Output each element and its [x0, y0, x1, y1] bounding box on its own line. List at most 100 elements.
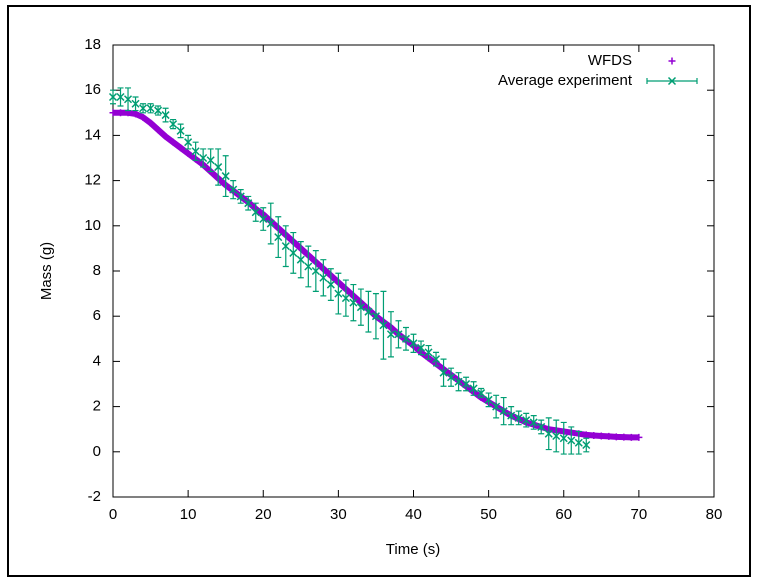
- point: [612, 433, 620, 441]
- point: [154, 126, 162, 134]
- point: [214, 163, 223, 172]
- x-tick-label: 0: [109, 506, 117, 523]
- point: [236, 192, 245, 201]
- point: [169, 138, 177, 146]
- point: [349, 298, 358, 307]
- x-tick-label: 60: [555, 506, 572, 523]
- point: [161, 111, 170, 120]
- point: [507, 411, 516, 420]
- point: [146, 104, 155, 113]
- point: [477, 389, 486, 398]
- point: [454, 377, 463, 386]
- point: [108, 92, 118, 102]
- point: [117, 109, 125, 117]
- point: [462, 379, 471, 389]
- point: [605, 432, 613, 440]
- point: [221, 172, 230, 181]
- point: [139, 104, 148, 113]
- x-tick-label: 40: [405, 506, 422, 523]
- point: [311, 266, 320, 276]
- point: [274, 233, 283, 242]
- y-tick-label: 14: [84, 126, 101, 143]
- point: [184, 138, 193, 147]
- point: [394, 330, 403, 339]
- y-tick-label: 10: [84, 217, 101, 234]
- x-tick-label: 20: [255, 506, 272, 523]
- y-tick-label: 0: [93, 443, 101, 460]
- point: [281, 242, 290, 251]
- point: [559, 434, 568, 443]
- point: [109, 109, 117, 117]
- point: [567, 436, 576, 445]
- legend-swatch: [668, 57, 676, 65]
- point: [244, 199, 253, 208]
- point: [131, 99, 140, 108]
- y-tick-label: 6: [93, 307, 101, 324]
- point: [176, 126, 185, 135]
- point: [484, 395, 493, 404]
- point: [364, 307, 373, 316]
- point: [132, 110, 140, 118]
- point: [379, 321, 388, 330]
- point: [574, 438, 583, 447]
- point: [123, 95, 133, 104]
- y-axis-label: Mass (g): [38, 242, 55, 300]
- point: [416, 343, 426, 352]
- x-tick-label: 50: [480, 506, 497, 523]
- point: [386, 330, 395, 339]
- point: [296, 255, 305, 264]
- point: [162, 133, 170, 141]
- point: [409, 339, 418, 348]
- point: [251, 208, 260, 217]
- point: [116, 92, 125, 102]
- x-tick-label: 10: [180, 506, 197, 523]
- y-tick-label: -2: [88, 488, 101, 505]
- legend-label: Average experiment: [498, 72, 633, 89]
- frame: [7, 5, 751, 577]
- point: [401, 334, 411, 343]
- point: [635, 433, 643, 441]
- point: [147, 119, 155, 127]
- point: [356, 303, 365, 312]
- point: [582, 440, 591, 450]
- x-tick-label: 30: [330, 506, 347, 523]
- point: [304, 262, 313, 271]
- point: [199, 153, 208, 163]
- point: [627, 433, 635, 441]
- point: [544, 429, 553, 438]
- point: [439, 368, 448, 377]
- point: [597, 432, 605, 440]
- legend-label: WFDS: [588, 52, 632, 69]
- point: [447, 373, 456, 382]
- y-tick-label: 4: [93, 352, 101, 369]
- y-tick-label: 18: [84, 36, 101, 53]
- point: [289, 248, 298, 257]
- point: [319, 273, 328, 282]
- point: [514, 413, 523, 422]
- point: [492, 402, 501, 411]
- point: [326, 280, 335, 289]
- point: [139, 113, 147, 121]
- x-tick-label: 70: [631, 506, 648, 523]
- legend-swatch: [667, 76, 677, 86]
- point: [371, 312, 380, 321]
- y-tick-label: 16: [84, 81, 101, 98]
- y-tick-label: 8: [93, 262, 101, 279]
- point: [522, 416, 531, 425]
- point: [469, 384, 478, 393]
- point: [341, 294, 350, 303]
- point: [229, 185, 238, 194]
- point: [552, 431, 561, 441]
- point: [169, 120, 178, 129]
- point: [582, 431, 590, 439]
- point: [590, 432, 598, 440]
- x-tick-label: 80: [706, 506, 723, 523]
- point: [259, 214, 268, 224]
- y-tick-label: 2: [93, 398, 101, 415]
- point: [191, 147, 200, 156]
- point: [529, 418, 538, 427]
- point: [432, 355, 441, 364]
- point: [334, 289, 343, 298]
